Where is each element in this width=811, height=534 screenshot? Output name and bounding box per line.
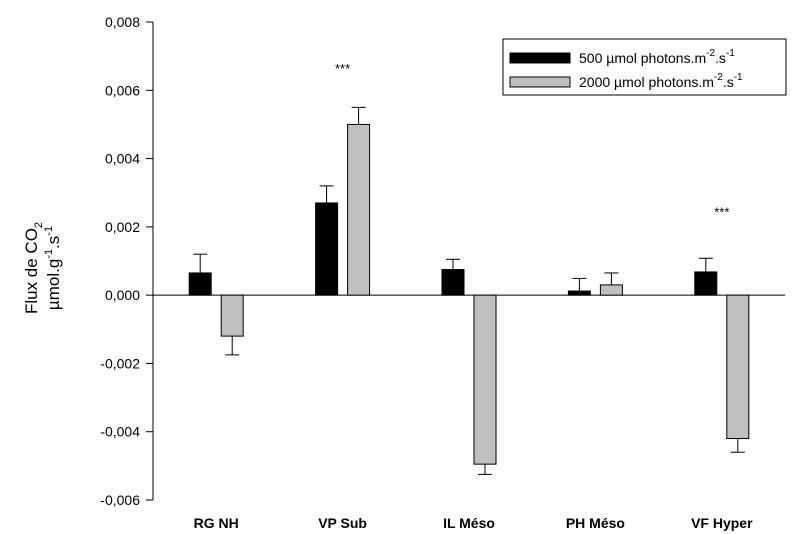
bar-500: [315, 202, 339, 296]
bar-500: [441, 269, 465, 296]
y-tick-label: 0,008: [105, 14, 140, 30]
y-axis-unit-sup1: -1: [43, 249, 55, 259]
legend-swatch-500: [509, 52, 571, 64]
y-tick-label: -0,006: [100, 492, 140, 508]
y-tick-label: 0,002: [105, 219, 140, 235]
y-axis: 0,008 0,006 0,004 0,002 0,000 -0,002 -0,004 -0,…: [100, 14, 785, 508]
y-axis-title-sub: 2: [33, 222, 45, 228]
bar-2000: [347, 123, 371, 296]
y-tick-label: 0,000: [105, 287, 140, 303]
svg-text:Flux de CO2: Flux de CO2: [22, 222, 45, 314]
y-axis-unit-sup2: -1: [43, 226, 55, 236]
bar-2000: [220, 294, 244, 337]
significance-marker: ***: [714, 205, 729, 220]
legend-swatch-2000: [509, 76, 571, 88]
legend: 500 µmol photons.m-2.s-1 2000 µmol photo…: [502, 38, 787, 96]
bar-2000: [599, 284, 623, 296]
category-labels: RG NH VP Sub IL Méso PH Méso VF Hyper: [194, 515, 753, 531]
y-tick-label: 0,006: [105, 82, 140, 98]
legend-label-500: 500 µmol photons.m-2.s-1: [579, 48, 735, 66]
bar-500: [188, 272, 212, 296]
y-axis-title-line1: Flux de CO: [22, 228, 41, 314]
y-axis-unit: µmol.g: [44, 259, 63, 310]
bar-500: [567, 290, 591, 296]
category-label: IL Méso: [443, 515, 495, 531]
y-tick-label: -0,004: [100, 424, 140, 440]
y-tick-label: 0,004: [105, 151, 140, 167]
svg-text:µmol.g-1.s-1: µmol.g-1.s-1: [43, 226, 63, 310]
legend-label-2000: 2000 µmol photons.m-2.s-1: [579, 72, 743, 90]
significance-marker: ***: [335, 61, 350, 76]
bar-500: [694, 271, 718, 296]
category-label: RG NH: [194, 515, 239, 531]
category-label: VF Hyper: [691, 515, 753, 531]
y-axis-title: Flux de CO2 µmol.g-1.s-1: [22, 222, 63, 314]
category-label: PH Méso: [566, 515, 625, 531]
bar-2000: [473, 294, 497, 465]
category-label: VP Sub: [318, 515, 367, 531]
y-tick-label: -0,002: [100, 355, 140, 371]
bar-2000: [726, 294, 750, 440]
bars: *** ***: [188, 61, 750, 475]
y-axis-unit-mid: .s: [44, 236, 63, 249]
